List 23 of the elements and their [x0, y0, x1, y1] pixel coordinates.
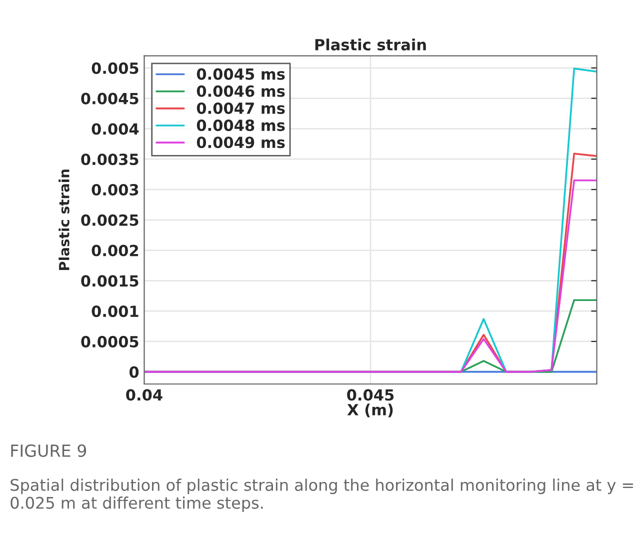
y-tick-label: 0.0045 [81, 92, 138, 104]
x-tick-label: 0.04 [126, 389, 162, 401]
legend-label: 0.0045 ms [196, 68, 285, 80]
y-tick-label: 0.0035 [81, 154, 138, 166]
y-tick-label: 0 [129, 366, 139, 378]
legend-label: 0.0046 ms [196, 85, 285, 97]
y-tick-label: 0.002 [92, 244, 138, 256]
x-tick-label: 0.045 [347, 389, 394, 401]
x-axis-title: X (m) [347, 404, 393, 418]
y-tick-label: 0.0005 [81, 336, 138, 348]
y-tick-label: 0.004 [92, 123, 139, 135]
chart-title: Plastic strain [315, 38, 426, 50]
caption: FIGURE 9 [11, 444, 86, 457]
y-tick-label: 0.005 [92, 62, 138, 74]
legend-label: 0.0048 ms [196, 120, 285, 132]
y-tick-label: 0.0015 [81, 275, 138, 287]
y-axis-title: Plastic strain [58, 170, 70, 270]
y-tick-label: 0.0025 [81, 214, 138, 226]
legend-label: 0.0047 ms [196, 102, 285, 114]
y-tick-label: 0.003 [92, 184, 138, 196]
y-tick-label: 0.001 [92, 306, 138, 318]
text: Spatial distribution of plastic strain along the horizontal monitoring line at y = 0.025 m at different time steps. [10, 478, 633, 512]
legend-label: 0.0049 ms [196, 136, 285, 148]
